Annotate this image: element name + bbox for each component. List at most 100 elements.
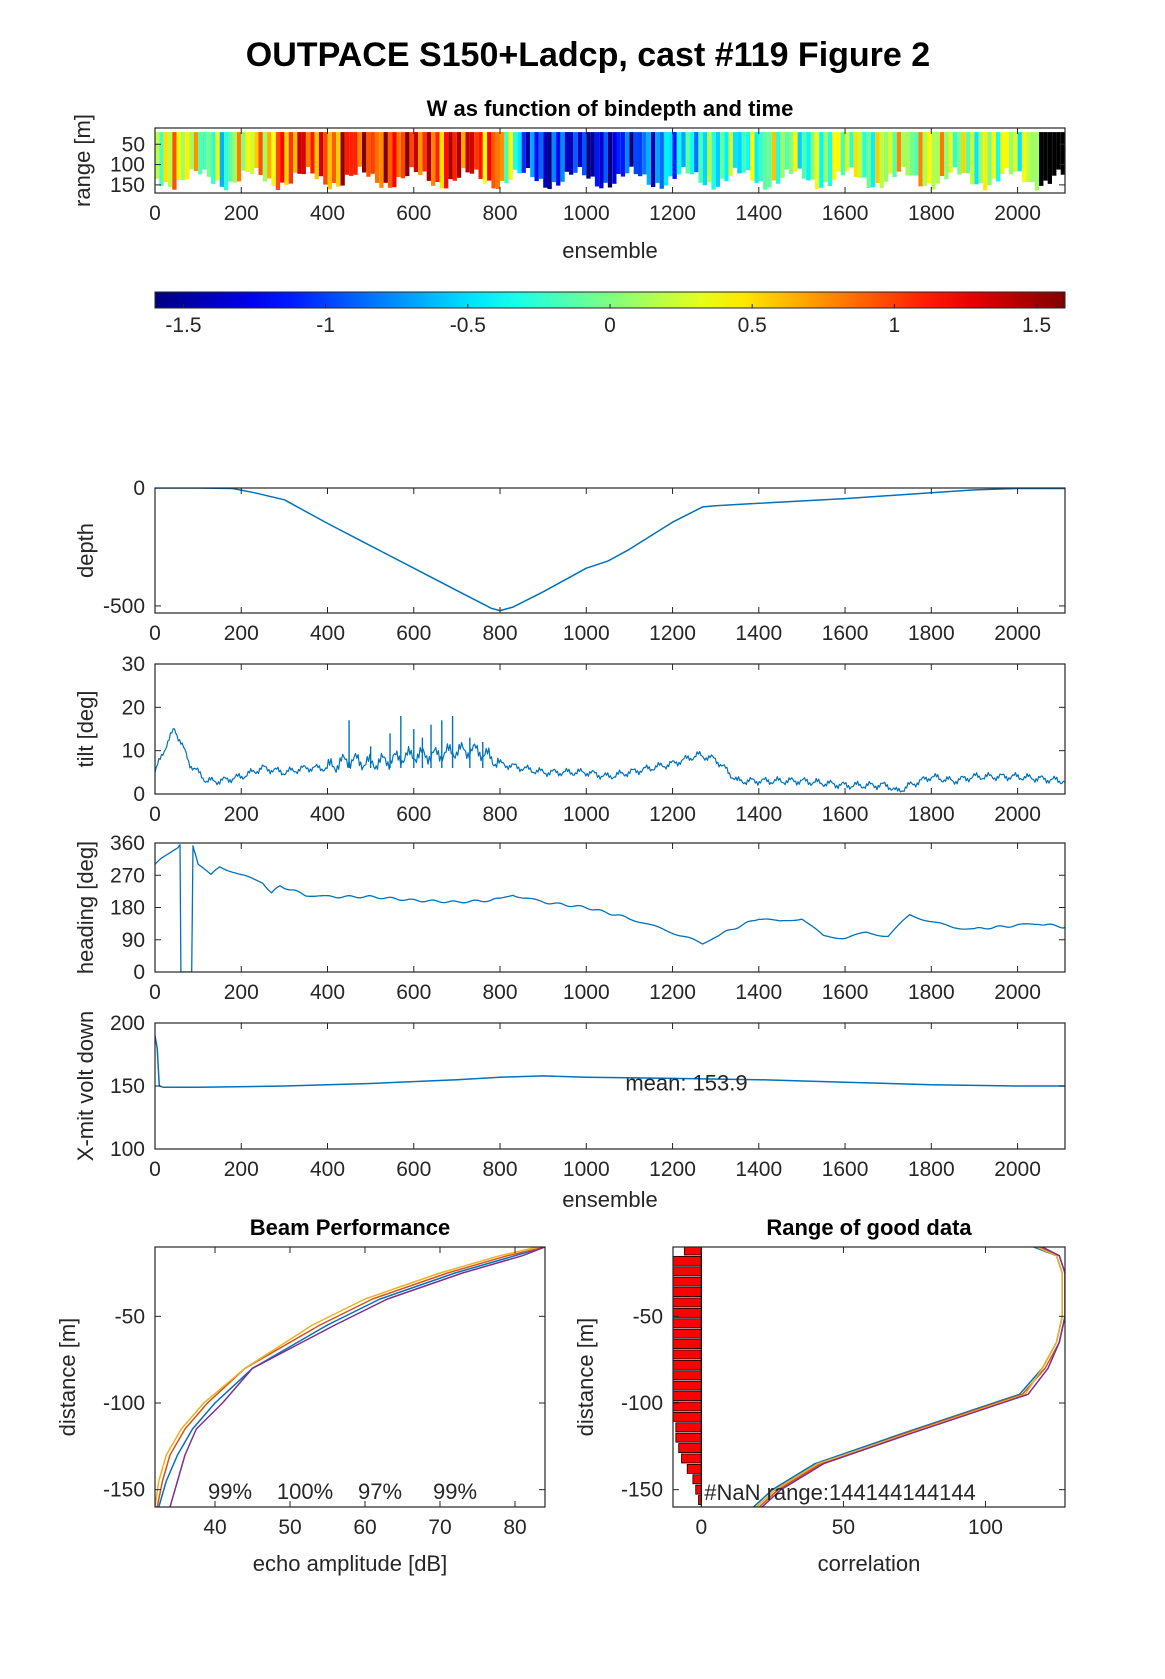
xmit-volt-panel: 0 200 400 600 800 1000 1200 1400 1600 1800 2000 100…	[73, 1011, 1066, 1212]
w-cell	[676, 132, 682, 175]
w-cell	[314, 132, 319, 180]
x-tick-label: 100	[968, 1516, 1003, 1539]
w-cell	[422, 132, 427, 172]
w-cell	[1034, 132, 1040, 191]
depth-panel: 0 200 400 600 800 1000 1200 1400 1600 1800 20000-5…	[73, 477, 1066, 645]
w-cell	[504, 132, 509, 184]
w-cell	[331, 132, 337, 183]
beam-performance-panel: 40 50 60 70 80 -50 -100 -150 Beam Performance ech…	[55, 1215, 546, 1576]
x-tick-label: 1400	[735, 803, 782, 826]
heading-panel: 0 200 400 600 800 1000 1200 1400 1600 1800 2000 0 90…	[73, 832, 1066, 1004]
colorbar-tick-label: 1.5	[1022, 314, 1051, 337]
w-cell	[293, 132, 298, 173]
w-cell	[978, 132, 983, 184]
x-tick-label: 600	[396, 1158, 431, 1181]
y-tick-label: -50	[115, 1305, 145, 1328]
beam-line-1	[158, 1247, 545, 1507]
axes-frame	[154, 127, 1066, 194]
beam-percent-label: 97%	[358, 1479, 402, 1504]
w-cell	[732, 132, 738, 168]
w-cell	[750, 132, 755, 181]
x-tick-label: 2000	[994, 202, 1041, 225]
w-cell	[892, 132, 897, 178]
w-cell	[258, 132, 263, 175]
w-cell	[219, 132, 224, 187]
good-data-bar	[673, 1359, 702, 1370]
w-cell	[297, 132, 302, 174]
w-cell	[405, 132, 410, 177]
w-cell	[487, 132, 492, 181]
x-tick-label: 1200	[649, 803, 696, 826]
w-cell	[620, 132, 626, 177]
w-cell	[1030, 132, 1035, 183]
w-cell	[607, 132, 613, 188]
w-cell	[737, 132, 742, 174]
w-cell	[927, 132, 932, 184]
x-tick-label: 1600	[822, 202, 869, 225]
y-tick-label: 0	[133, 477, 145, 500]
w-cell	[176, 132, 181, 181]
x-tick-label: 400	[310, 981, 345, 1004]
w-cell	[431, 132, 436, 186]
x-tick-label: 80	[503, 1516, 526, 1539]
colorbar-tick-label: 0	[604, 314, 616, 337]
x-tick-label: 1600	[822, 622, 869, 645]
w-cell	[819, 132, 824, 188]
good-data-bar	[675, 1432, 702, 1443]
w-section-cells	[155, 132, 1065, 191]
w-cell	[983, 132, 988, 191]
depth-lines	[155, 488, 1065, 612]
x-tick-label: 1400	[735, 622, 782, 645]
w-cell	[806, 132, 811, 181]
w-cell	[832, 132, 837, 180]
good-data-bar	[673, 1339, 702, 1349]
w-cell	[375, 132, 380, 183]
y-tick-label: -100	[103, 1392, 145, 1415]
x-tick-label: 1200	[649, 981, 696, 1004]
axes-frame	[154, 663, 1066, 795]
y-tick-label: 150	[110, 174, 145, 197]
w-cell	[707, 132, 712, 183]
w-cell	[599, 132, 604, 189]
w-cell	[922, 132, 927, 186]
w-cell	[185, 132, 190, 180]
x-tick-label: 1000	[563, 803, 610, 826]
figure-title: OUTPACE S150+Ladcp, cast #119 Figure 2	[246, 36, 930, 74]
w-cell	[965, 132, 971, 174]
w-cell	[280, 132, 285, 183]
w-cell	[327, 132, 332, 190]
x-tick-label: 2000	[994, 981, 1041, 1004]
good-data-bar	[695, 1484, 702, 1495]
w-cell	[858, 132, 863, 178]
beam-percent-label: 100%	[277, 1479, 333, 1504]
w-cell	[262, 132, 268, 182]
w-cell	[970, 132, 975, 185]
range-good-data-panel: 0 50 100 -50 -100 -150 Range of good data corre…	[573, 1215, 1066, 1576]
x-tick-label: 1600	[822, 981, 869, 1004]
x-tick-label: 0	[149, 803, 161, 826]
w-cell	[1004, 132, 1009, 169]
w-cell	[530, 132, 535, 177]
x-tick-label: 800	[483, 981, 518, 1004]
w-cell	[560, 132, 565, 182]
w-cell	[689, 132, 695, 175]
x-tick-label: 200	[224, 1158, 259, 1181]
w-cell	[1060, 132, 1065, 175]
x-tick-label: 50	[832, 1516, 855, 1539]
w-cell	[616, 132, 621, 174]
w-cell	[991, 132, 996, 179]
w-cell	[366, 132, 371, 177]
y-axis-label: tilt [deg]	[73, 690, 98, 767]
beam-line-3	[155, 1247, 538, 1507]
x-tick-label: 50	[278, 1516, 301, 1539]
w-cell	[944, 132, 949, 180]
beam-lines	[155, 1247, 545, 1507]
w-cell	[883, 132, 889, 182]
w-cell	[780, 132, 785, 178]
w-cell	[789, 132, 794, 175]
x-tick-label: 40	[203, 1516, 226, 1539]
good-data-bar	[673, 1391, 702, 1401]
w-cell	[383, 132, 388, 183]
w-cell	[827, 132, 833, 187]
w-cell	[340, 132, 345, 186]
